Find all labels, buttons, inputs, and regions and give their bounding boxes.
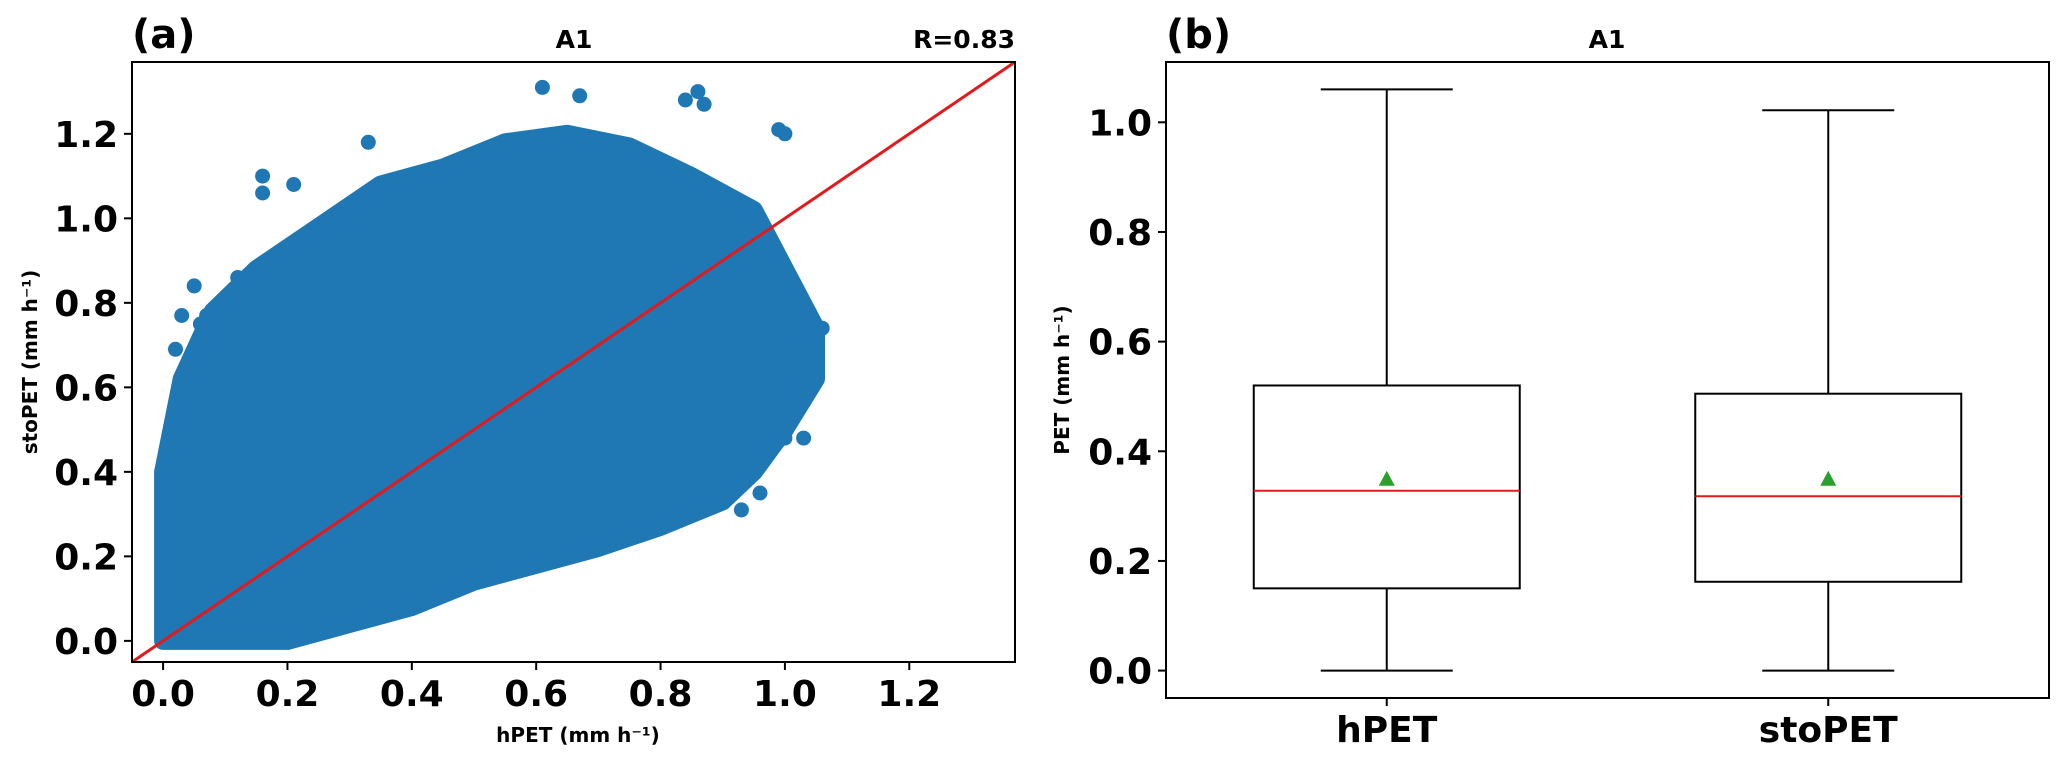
- x-tick-label: 1.2: [877, 674, 941, 715]
- category-label: hPET: [1336, 710, 1438, 751]
- panel-label-a: (a): [132, 12, 196, 58]
- x-tick-label: 0.2: [256, 674, 320, 715]
- scatter-point: [777, 126, 793, 142]
- x-tick-label: 0.8: [629, 674, 693, 715]
- y-tick-label: 1.0: [1088, 103, 1152, 144]
- mean-marker: [1820, 470, 1837, 486]
- y-tick-label: 0.8: [54, 284, 118, 325]
- scatter-point: [796, 430, 812, 446]
- scatter-point: [572, 88, 588, 104]
- y-tick-label: 0.2: [1088, 542, 1152, 583]
- scatter-point: [796, 333, 812, 349]
- scatter-point: [696, 96, 712, 112]
- box-stopet: [1694, 109, 1963, 672]
- x-tick-label: 0.6: [504, 674, 568, 715]
- y-tick-label: 0.4: [54, 453, 118, 494]
- y-tick-label: 1.2: [54, 115, 118, 156]
- scatter-point: [255, 185, 271, 201]
- scatter-point: [348, 215, 364, 231]
- y-tick-label: 0.6: [1088, 323, 1152, 364]
- x-tick-label: 1.0: [753, 674, 817, 715]
- box-hpet: [1252, 88, 1521, 672]
- one-to-one-line: [131, 60, 1016, 664]
- scatter-point: [255, 168, 271, 184]
- scatter-point-cloud: [154, 124, 825, 650]
- box-title: A1: [1589, 25, 1626, 54]
- scatter-point: [192, 316, 208, 332]
- scatter-point: [777, 430, 793, 446]
- scatter-point: [168, 341, 183, 357]
- box-iqr: [1694, 392, 1963, 583]
- scatter-panel: (a) A1 R=0.83 0.0 0.2 0.4 0.6 0.8 1.0 1.2 0.00…: [18, 12, 1016, 747]
- y-tick-label: 0.4: [1088, 432, 1152, 473]
- scatter-x-label: hPET (mm h⁻¹): [496, 723, 660, 747]
- scatter-point: [814, 320, 830, 336]
- scatter-title: A1: [556, 25, 593, 54]
- box-panel: (b) A1 0.0 0.2 0.4 0.6 0.8 1.0 hPET stoPET PET…: [1050, 12, 2050, 751]
- y-tick-label: 1.0: [54, 199, 118, 240]
- y-tick-label: 0.8: [1088, 213, 1152, 254]
- correlation-annotation: R=0.83: [913, 25, 1015, 54]
- scatter-point: [733, 502, 749, 518]
- y-tick-label: 0.6: [54, 368, 118, 409]
- scatter-point: [317, 219, 333, 235]
- scatter-point: [534, 79, 550, 95]
- y-tick-label: 0.0: [1088, 652, 1152, 693]
- box-iqr: [1252, 384, 1521, 590]
- box-axes-frame: [1165, 61, 2050, 699]
- box-x-ticks: hPET stoPET: [1336, 698, 1898, 751]
- scatter-point: [783, 379, 799, 395]
- scatter-x-ticks: 0.0 0.2 0.4 0.6 0.8 1.0 1.2: [131, 662, 941, 715]
- scatter-points: [168, 79, 830, 518]
- category-label: stoPET: [1759, 710, 1898, 751]
- scatter-point: [230, 270, 246, 285]
- scatter-point: [752, 485, 768, 501]
- scatter-point: [186, 278, 202, 294]
- panel-label-b: (b): [1166, 12, 1231, 58]
- x-tick-label: 0.0: [131, 674, 195, 715]
- box-y-label: PET (mm h⁻¹): [1050, 305, 1074, 454]
- scatter-point: [360, 134, 376, 150]
- scatter-point: [286, 177, 302, 192]
- scatter-point: [677, 92, 693, 108]
- y-tick-label: 0.0: [54, 622, 118, 663]
- mean-marker: [1378, 470, 1395, 486]
- x-tick-label: 0.4: [380, 674, 444, 715]
- scatter-y-label: stoPET (mm h⁻¹): [18, 270, 42, 455]
- scatter-axes-frame: [131, 61, 1016, 663]
- box-plots: [1252, 88, 1963, 672]
- y-tick-label: 0.2: [54, 537, 118, 578]
- scatter-point: [690, 84, 706, 100]
- scatter-point: [174, 308, 190, 323]
- box-y-ticks: 0.0 0.2 0.4 0.6 0.8 1.0: [1088, 103, 1166, 693]
- point-cloud: [154, 124, 825, 650]
- scatter-y-ticks: 0.0 0.2 0.4 0.6 0.8 1.0 1.2: [54, 115, 132, 663]
